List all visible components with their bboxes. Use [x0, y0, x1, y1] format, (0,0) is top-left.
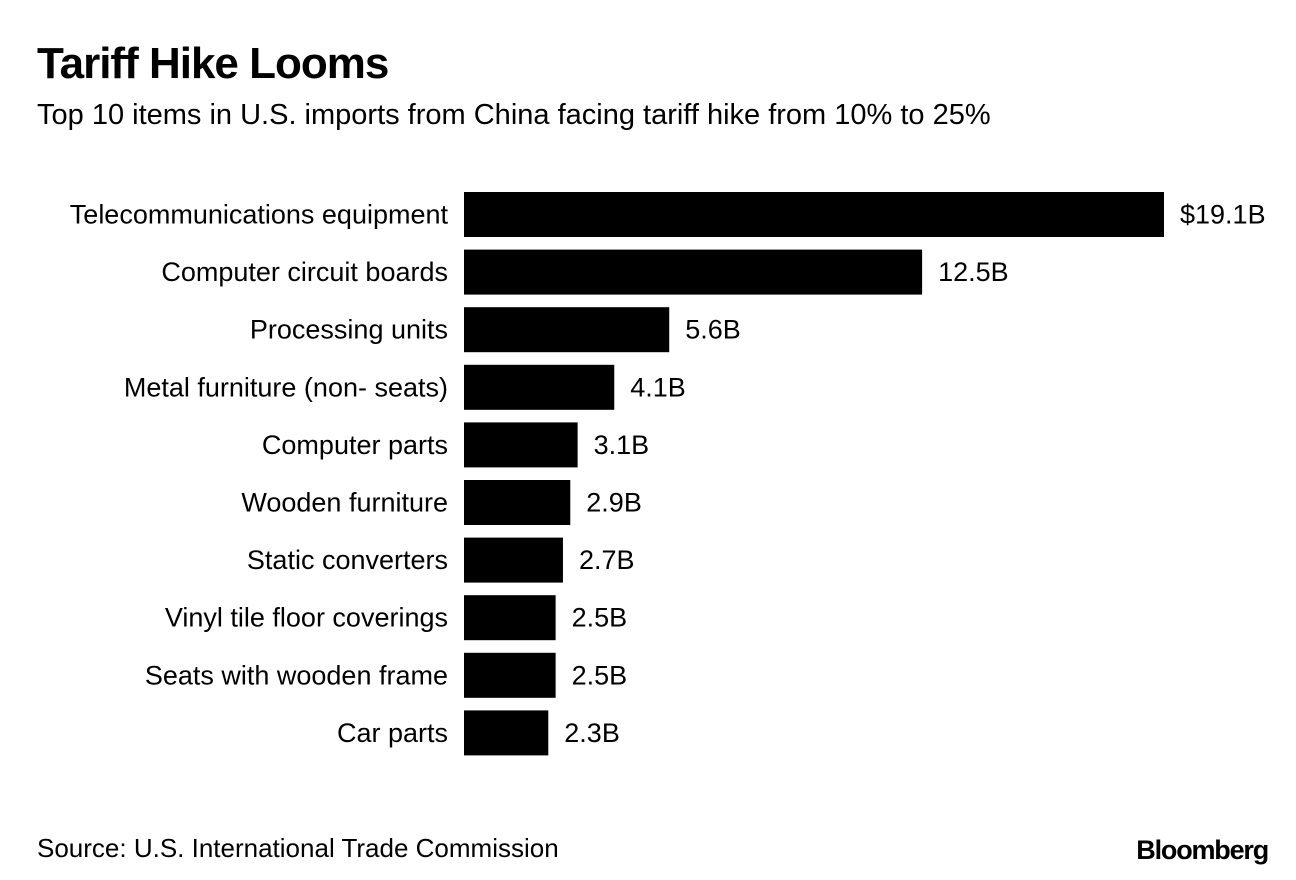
value-label: 2.7B: [579, 545, 635, 575]
category-label: Processing units: [250, 315, 448, 345]
chart-title: Tariff Hike Looms: [37, 39, 389, 88]
category-label: Wooden furniture: [241, 488, 448, 518]
value-label: 5.6B: [685, 315, 741, 345]
value-label: 2.5B: [572, 660, 628, 690]
category-label: Seats with wooden frame: [145, 660, 448, 690]
value-label: 2.9B: [586, 488, 642, 518]
bar: [464, 249, 923, 295]
bar: [464, 710, 549, 756]
category-label: Computer parts: [262, 430, 448, 460]
value-label: 2.5B: [572, 603, 628, 633]
value-label: $19.1B: [1180, 200, 1266, 230]
bar: [464, 192, 1164, 237]
value-label: 2.3B: [564, 718, 620, 748]
bar: [464, 480, 571, 525]
bar: [464, 652, 556, 698]
bar: [464, 422, 578, 468]
bar: [464, 595, 556, 641]
category-label: Static converters: [247, 545, 448, 575]
chart-subtitle: Top 10 items in U.S. imports from China …: [37, 99, 991, 131]
value-label: 3.1B: [594, 430, 650, 460]
category-label: Car parts: [337, 718, 448, 748]
source-note: Source: U.S. International Trade Commiss…: [37, 833, 559, 863]
bar: [464, 537, 563, 583]
bloomberg-logo: Bloomberg: [1136, 835, 1269, 865]
value-label: 12.5B: [938, 257, 1009, 287]
value-label: 4.1B: [630, 372, 686, 402]
bar: [464, 307, 670, 353]
bar: [464, 364, 615, 410]
category-label: Vinyl tile floor coverings: [165, 603, 448, 633]
category-label: Computer circuit boards: [161, 257, 448, 287]
category-label: Telecommunications equipment: [70, 200, 449, 230]
category-label: Metal furniture (non- seats): [124, 372, 448, 402]
